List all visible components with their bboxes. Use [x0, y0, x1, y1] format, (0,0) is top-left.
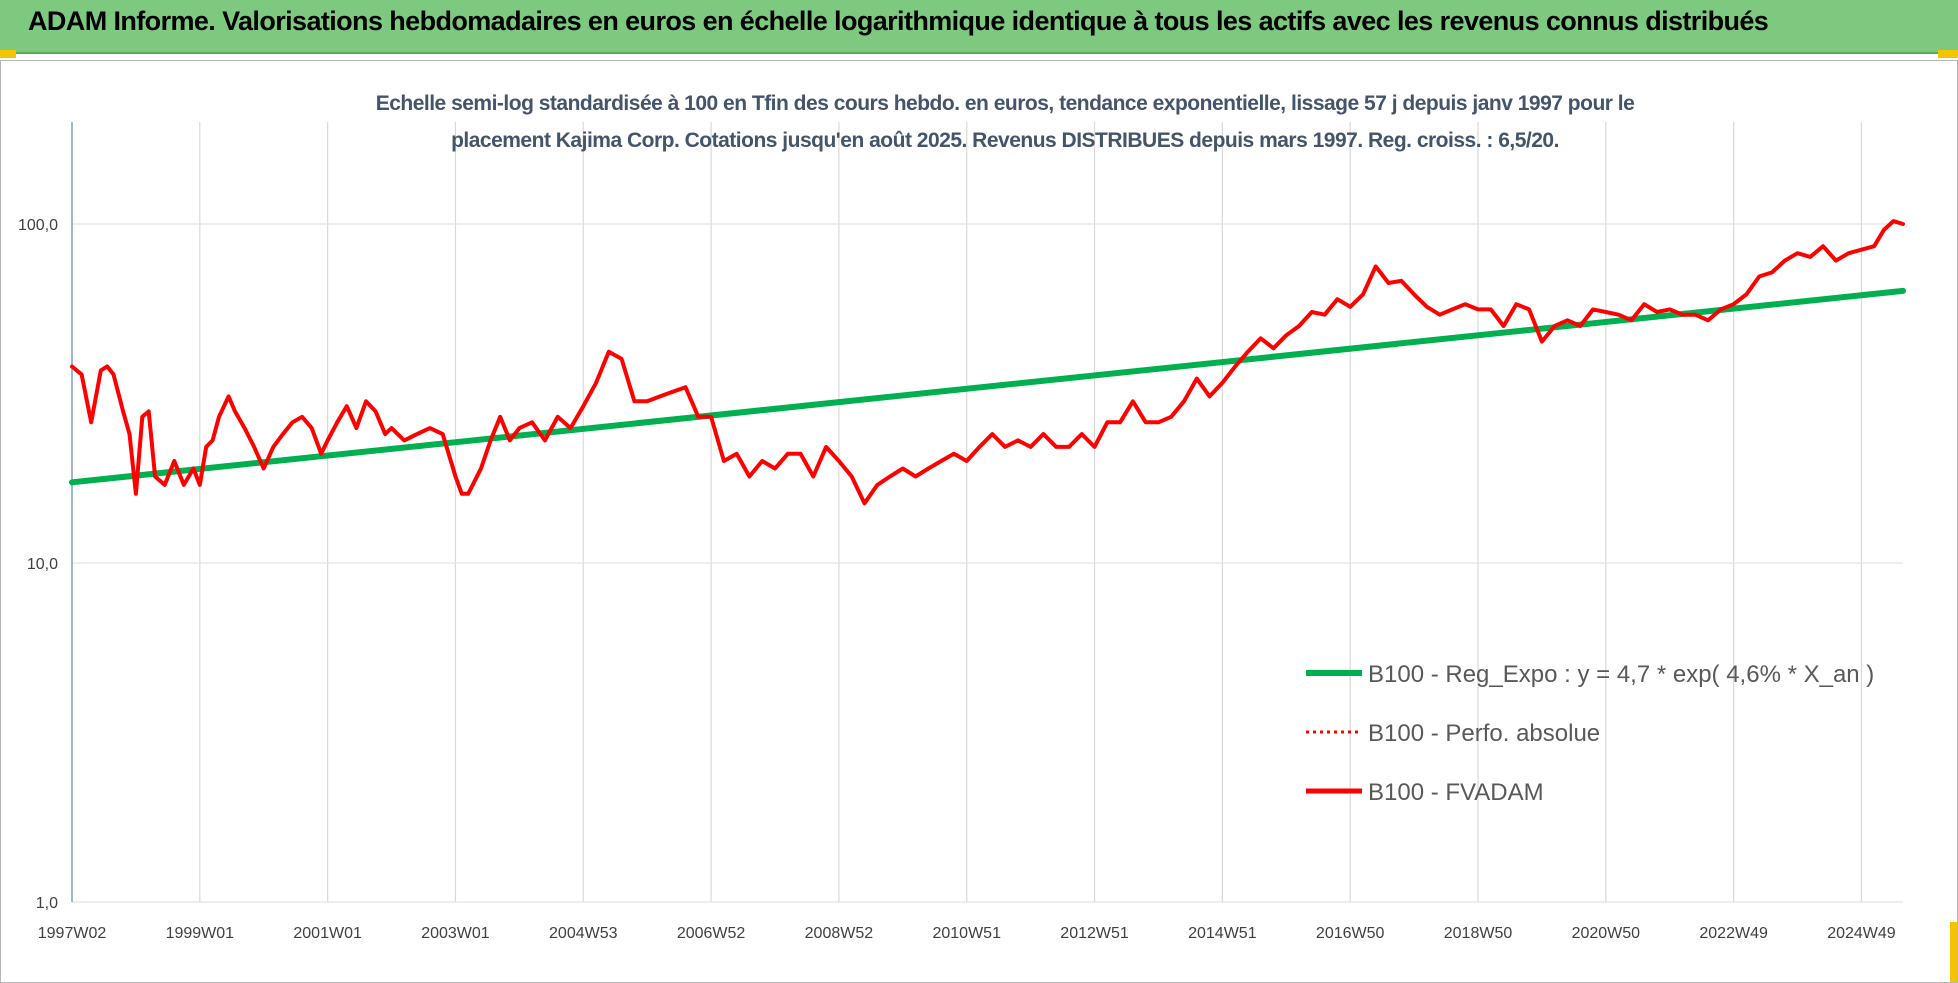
x-tick-label: 2012W51 [1060, 925, 1129, 942]
x-tick-label: 2018W50 [1444, 925, 1513, 942]
x-tick-label: 2006W52 [677, 925, 746, 942]
legend: B100 - Reg_Expo : y = 4,7 * exp( 4,6% * … [1306, 661, 1874, 806]
legend-label: B100 - Reg_Expo : y = 4,7 * exp( 4,6% * … [1368, 661, 1874, 688]
x-tick-label: 1999W01 [166, 925, 235, 942]
x-tick-label: 2008W52 [805, 925, 874, 942]
series-line [69, 287, 1906, 486]
x-tick-label: 2022W49 [1699, 925, 1768, 942]
series-group [69, 219, 1906, 506]
y-tick-label: 1,0 [36, 895, 58, 912]
chart-subtitle-line-2: placement Kajima Corp. Cotations jusqu'e… [451, 129, 1559, 152]
corner-marker-top-left [0, 50, 16, 58]
x-tick-label: 2001W01 [293, 925, 362, 942]
header-banner: ADAM Informe. Valorisations hebdomadaire… [0, 0, 1958, 54]
x-tick-label: 1997W02 [38, 925, 107, 942]
banner-title: ADAM Informe. Valorisations hebdomadaire… [28, 6, 1769, 36]
y-axis-ticks: 1,0 10,0 100,0 [18, 217, 58, 912]
legend-label: B100 - Perfo. absolue [1368, 720, 1600, 747]
x-tick-label: 2024W49 [1827, 925, 1896, 942]
corner-marker-top-right [1938, 50, 1958, 58]
x-tick-label: 2014W51 [1188, 925, 1257, 942]
y-tick-label: 100,0 [18, 217, 58, 234]
x-tick-label: 2010W51 [932, 925, 1001, 942]
legend-label: B100 - FVADAM [1368, 779, 1544, 806]
chart-subtitle-line-1: Echelle semi-log standardisée à 100 en T… [376, 92, 1635, 115]
x-tick-label: 2003W01 [421, 925, 490, 942]
x-tick-label: 2020W50 [1572, 925, 1641, 942]
x-axis-ticks: 1997W02 1999W01 2001W01 2003W01 2004W53 2006W… [38, 925, 1896, 942]
x-tick-label: 2016W50 [1316, 925, 1385, 942]
y-tick-label: 10,0 [27, 556, 58, 573]
gridlines [71, 122, 1903, 903]
series-line [70, 219, 1905, 506]
corner-marker-bottom-right [1950, 922, 1958, 983]
x-tick-label: 2004W53 [549, 925, 618, 942]
